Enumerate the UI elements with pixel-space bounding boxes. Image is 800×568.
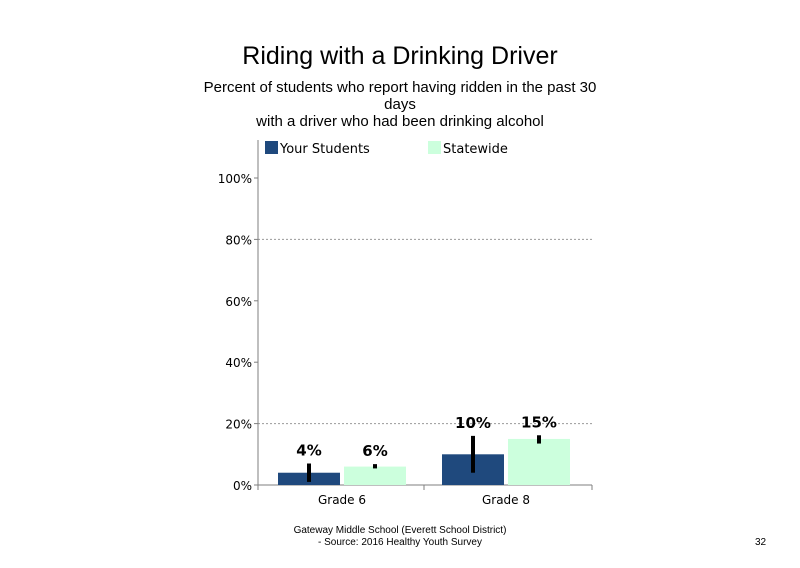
footer-source: - Source: 2016 Healthy Youth Survey (318, 537, 482, 548)
data-label-1-0: 6% (362, 442, 387, 460)
footer: Gateway Middle School (Everett School Di… (240, 525, 560, 549)
y-tick-label-4: 80% (225, 233, 252, 247)
data-label-1-1: 15% (521, 413, 557, 431)
legend-label-1: Statewide (443, 142, 508, 157)
data-label-0-1: 10% (455, 414, 491, 432)
legend-swatch-0 (265, 141, 278, 154)
subtitle-line-1: Percent of students who report having ri… (203, 79, 597, 96)
y-tick-label-2: 40% (225, 356, 252, 370)
y-tick-label-3: 60% (225, 295, 252, 309)
x-tick-label-0: Grade 6 (318, 493, 366, 507)
subtitle-line-2: days (384, 96, 416, 113)
page-number: 32 (755, 537, 767, 548)
footer-school: Gateway Middle School (Everett School Di… (293, 525, 507, 536)
x-tick-label-1: Grade 8 (482, 493, 530, 507)
chart-title: Riding with a Drinking Driver (242, 42, 558, 70)
legend-swatch-1 (428, 141, 441, 154)
y-tick-label-5: 100% (218, 172, 252, 186)
data-label-0-0: 4% (296, 442, 321, 460)
subtitle-line-3: with a driver who had been drinking alco… (256, 113, 544, 130)
bar-statewide-1 (508, 438, 570, 485)
chart-subtitle: Percent of students who report having ri… (180, 79, 620, 130)
y-tick-label-1: 20% (225, 418, 252, 432)
y-tick-label-0: 0% (233, 479, 252, 493)
bar-statewide-0 (344, 466, 406, 485)
legend-label-0: Your Students (279, 142, 370, 157)
